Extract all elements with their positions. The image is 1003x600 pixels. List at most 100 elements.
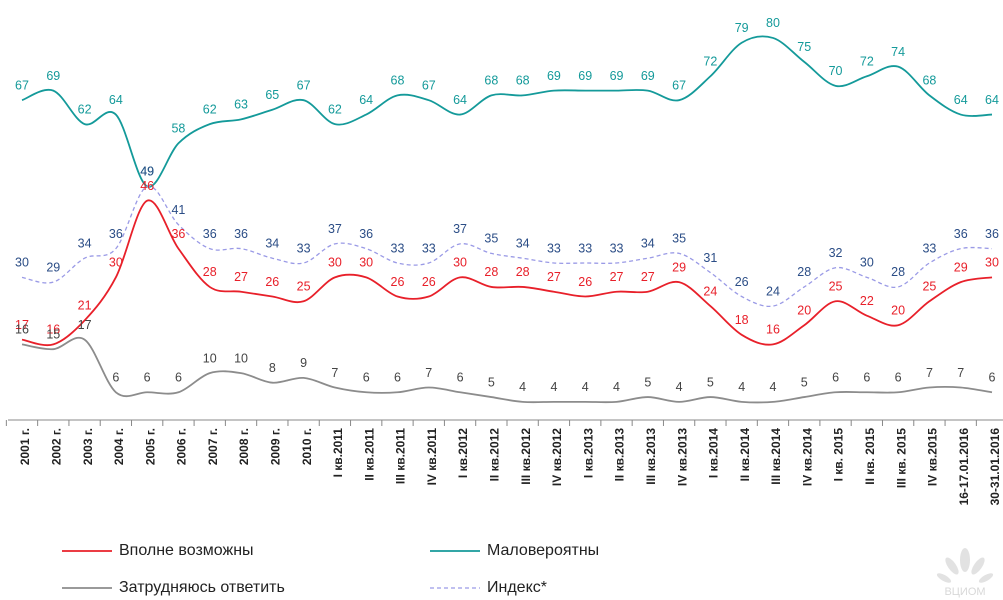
x-tick-label: I кв. 2015 — [832, 428, 846, 482]
x-tick-label: 2008 г. — [237, 428, 251, 465]
watermark-logo — [936, 548, 994, 583]
x-tick-label: 2001 г. — [18, 428, 32, 465]
data-label: 16 — [46, 323, 60, 337]
x-tick-label: 2002 г. — [49, 428, 63, 465]
data-label: 28 — [484, 265, 498, 279]
data-label: 68 — [516, 74, 530, 88]
x-tick-label: 2006 г. — [175, 428, 189, 465]
x-tick-label: III кв. 2015 — [894, 428, 908, 488]
x-tick-label: III кв.2011 — [394, 428, 408, 484]
legend-label: Вполне возможны — [119, 542, 254, 559]
data-label: 62 — [203, 102, 217, 116]
data-label: 10 — [234, 351, 248, 365]
data-label: 33 — [391, 241, 405, 255]
data-label: 35 — [672, 232, 686, 246]
data-label: 21 — [78, 299, 92, 313]
legend-label: Индекс* — [487, 579, 547, 596]
data-label: 26 — [578, 275, 592, 289]
data-label: 67 — [297, 78, 311, 92]
data-label: 64 — [954, 93, 968, 107]
x-tick-label: II кв.2012 — [488, 428, 502, 482]
data-label: 7 — [926, 366, 933, 380]
data-label: 10 — [203, 351, 217, 365]
data-label: 8 — [269, 361, 276, 375]
data-label: 58 — [171, 122, 185, 136]
x-tick-label: 2004 г. — [112, 428, 126, 465]
data-label: 67 — [672, 78, 686, 92]
data-label: 49 — [140, 165, 154, 179]
data-label: 27 — [641, 270, 655, 284]
data-label: 30 — [453, 256, 467, 270]
data-label: 67 — [15, 78, 29, 92]
data-label: 22 — [860, 294, 874, 308]
x-tick-label: IV кв.2013 — [675, 428, 689, 486]
data-label: 6 — [895, 371, 902, 385]
x-tick-label: 2003 г. — [81, 428, 95, 465]
data-label: 30 — [359, 256, 373, 270]
data-label: 16 — [15, 323, 29, 337]
data-label: 69 — [610, 69, 624, 83]
data-label: 72 — [703, 55, 717, 69]
data-label: 29 — [672, 260, 686, 274]
series-line — [21, 199, 993, 347]
data-label: 6 — [394, 371, 401, 385]
legend-label: Затрудняюсь ответить — [119, 579, 285, 596]
data-label: 64 — [453, 93, 467, 107]
data-label: 25 — [297, 280, 311, 294]
data-label: 62 — [78, 102, 92, 116]
data-label: 18 — [735, 313, 749, 327]
data-label: 4 — [613, 380, 620, 394]
data-label: 36 — [109, 227, 123, 241]
data-label: 35 — [484, 232, 498, 246]
data-label: 41 — [171, 203, 185, 217]
x-tick-label: III кв.2012 — [519, 428, 533, 485]
data-label: 68 — [484, 74, 498, 88]
data-label: 33 — [422, 241, 436, 255]
data-label: 24 — [766, 284, 780, 298]
data-label: 36 — [985, 227, 999, 241]
x-tick-label: II кв.2011 — [362, 428, 376, 481]
x-tick-label: 2007 г. — [206, 428, 220, 465]
x-tick-label: I кв.2011 — [331, 428, 345, 478]
data-label: 20 — [891, 304, 905, 318]
data-label: 28 — [203, 265, 217, 279]
data-label: 36 — [171, 227, 185, 241]
data-label: 7 — [957, 366, 964, 380]
data-label: 64 — [109, 93, 123, 107]
data-label: 5 — [644, 375, 651, 389]
data-label: 64 — [985, 93, 999, 107]
data-label: 26 — [422, 275, 436, 289]
x-tick-label: III кв.2014 — [769, 428, 783, 485]
data-label: 63 — [234, 98, 248, 112]
data-label: 4 — [769, 380, 776, 394]
data-label: 27 — [234, 270, 248, 284]
data-label: 4 — [519, 380, 526, 394]
data-label: 27 — [610, 270, 624, 284]
data-label: 37 — [328, 222, 342, 236]
data-label: 30 — [109, 256, 123, 270]
data-label: 4 — [676, 380, 683, 394]
data-label: 69 — [547, 69, 561, 83]
x-tick-label: II кв.2014 — [738, 428, 752, 482]
data-label: 37 — [453, 222, 467, 236]
data-label: 36 — [234, 227, 248, 241]
data-label: 34 — [265, 236, 279, 250]
data-label: 6 — [175, 371, 182, 385]
data-label: 34 — [641, 236, 655, 250]
data-label: 6 — [112, 371, 119, 385]
x-tick-label: IV кв.2014 — [800, 428, 814, 486]
data-label: 33 — [547, 241, 561, 255]
data-label: 75 — [797, 40, 811, 54]
data-label: 36 — [954, 227, 968, 241]
x-tick-label: 2010 г. — [300, 428, 314, 465]
data-label: 32 — [829, 246, 843, 260]
data-label: 34 — [516, 236, 530, 250]
data-label: 4 — [738, 380, 745, 394]
data-label: 26 — [735, 275, 749, 289]
x-tick-label: II кв. 2015 — [863, 428, 877, 485]
data-label: 6 — [144, 371, 151, 385]
data-label: 79 — [735, 21, 749, 35]
data-label: 62 — [328, 102, 342, 116]
data-label: 68 — [922, 74, 936, 88]
